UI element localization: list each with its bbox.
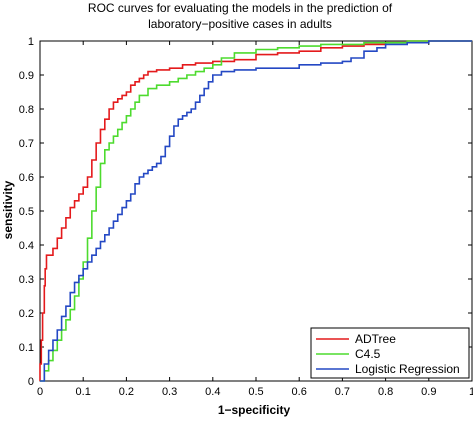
series-line-adtree [39,40,472,381]
legend-entry-label: Logistic Regression [355,362,460,376]
y-tick-label: 0.7 [19,138,34,150]
y-tick-label: 0.3 [19,274,34,286]
x-tick-label: 0.3 [162,386,177,398]
x-tick-label: 0.6 [292,386,307,398]
y-tick-label: 0.4 [19,240,34,252]
y-axis-label: sensitivity [1,180,15,239]
x-tick-label: 0.7 [335,386,350,398]
x-tick-label: 1 [469,386,473,398]
legend-entry-label: C4.5 [355,347,381,361]
legend-entry-label: ADTree [355,332,396,346]
y-tick-label: 0 [28,376,34,388]
plot-area: 0 0.1 0.2 0.3 0.4 0.5 0.6 0.7 0.8 0.9 1 0 0.1 0.2 0.3 0… [19,36,473,398]
x-tick-label: 0 [37,386,43,398]
y-tick-label: 0.9 [19,70,34,82]
y-tick-label: 0.2 [19,308,34,320]
series-line-logistic-regression [40,40,472,382]
x-axis-label: 1−specificity [218,403,291,417]
y-tick-label: 0.8 [19,104,34,116]
x-tick-label: 0.4 [205,386,220,398]
y-tick-label: 0.5 [19,206,34,218]
y-tick-label: 0.1 [19,342,34,354]
x-tick-label: 0.1 [76,386,91,398]
chart-title: ROC curves for evaluating the models in … [88,1,393,15]
series-line-c4-5 [40,40,472,382]
x-tick-label: 0.5 [248,386,263,398]
y-tick-label: 0.6 [19,172,34,184]
x-tick-label: 0.8 [378,386,393,398]
chart-subtitle: laboratory−positive cases in adults [148,17,332,31]
x-tick-label: 0.2 [119,386,134,398]
x-tick-label: 0.9 [421,386,436,398]
y-tick-label: 1 [28,36,34,48]
